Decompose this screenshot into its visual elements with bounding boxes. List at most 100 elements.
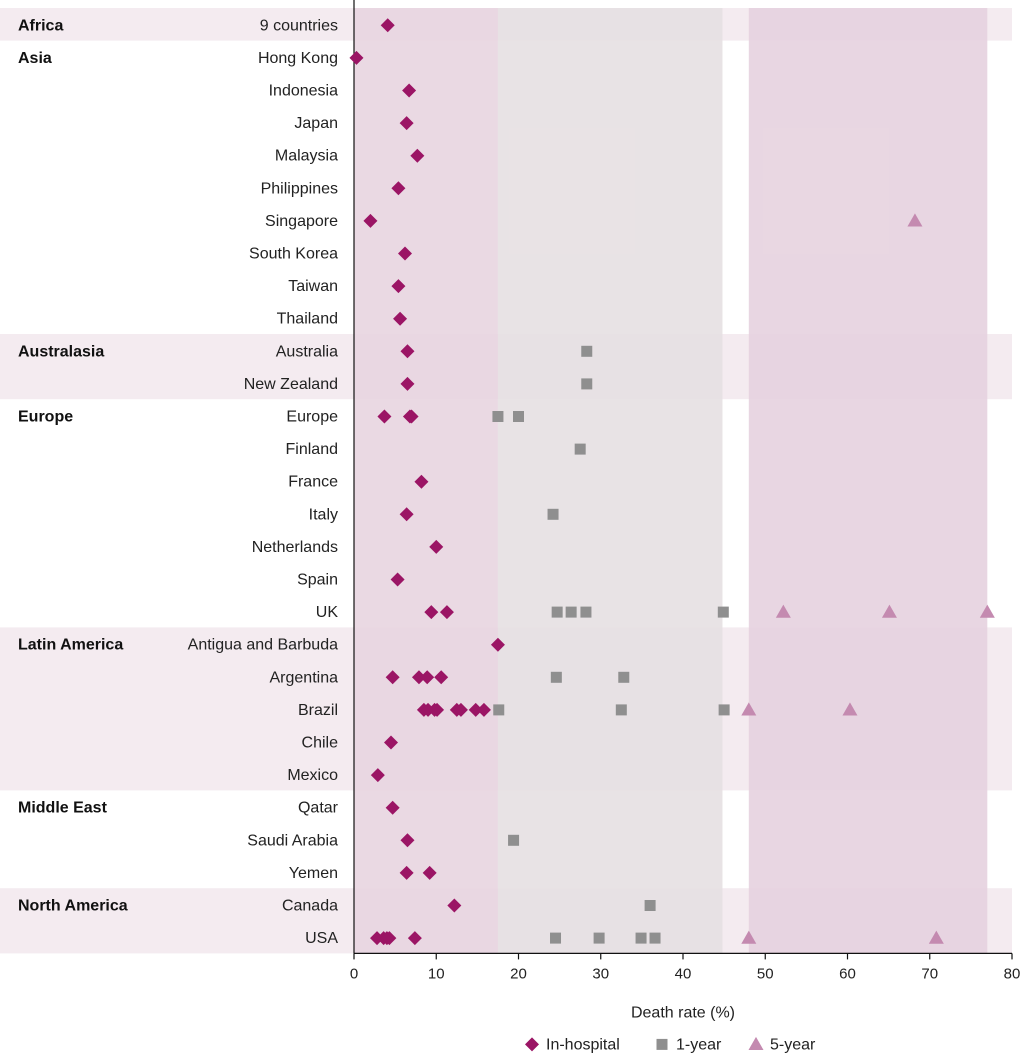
period-bands [354, 8, 988, 954]
x-tick-label-80: 80 [1004, 965, 1021, 982]
country-label-new-zealand: New Zealand [244, 376, 338, 393]
point-1-year-europe-0 [492, 411, 504, 422]
row-labels: Africa 9 countries Asia Hong Kong Indonesia J… [18, 17, 339, 947]
point-in-hospital-brazil-6 [468, 702, 483, 717]
region-label-asia: Asia [18, 50, 52, 67]
point-1-year-uk-0 [551, 606, 563, 618]
point-in-hospital-italy-0 [399, 507, 414, 522]
legend-item-5-year: 5-year [748, 1036, 816, 1053]
point-in-hospital-hong-kong-0 [349, 50, 364, 65]
point-1-year-usa-1 [593, 932, 605, 944]
country-label-yemen: Yemen [289, 865, 338, 882]
point-in-hospital-argentina-1 [411, 670, 426, 685]
point-1-year-argentina-1 [618, 671, 630, 683]
region-label-australasia: Australasia [18, 343, 104, 360]
point-1-year-uk-2 [580, 606, 592, 618]
legend-item-1-year: 1-year [656, 1036, 722, 1053]
x-axis-title: Death rate (%) [631, 1004, 735, 1021]
country-label-mexico: Mexico [287, 767, 338, 784]
country-label-brazil: Brazil [298, 702, 338, 719]
country-label-spain: Spain [297, 572, 338, 589]
country-label-europe: Europe [286, 409, 338, 426]
country-label-japan: Japan [294, 115, 338, 132]
point-in-hospital-argentina-0 [385, 670, 400, 685]
point-5-year-brazil-1 [842, 702, 858, 716]
point-1-year-usa-2 [635, 932, 647, 944]
country-label-canada: Canada [282, 898, 338, 915]
legend-item-in-hospital: In-hospital [525, 1036, 620, 1053]
point-in-hospital-spain-0 [390, 572, 405, 587]
country-label-finland: Finland [286, 441, 338, 458]
legend-marker-5-year [748, 1036, 764, 1051]
point-1-year-brazil-1 [615, 704, 627, 716]
point-1-year-brazil-2 [718, 704, 730, 716]
point-in-hospital-europe-2 [404, 409, 419, 424]
point-in-hospital-thailand-0 [393, 311, 408, 326]
country-label-9-countries: 9 countries [260, 17, 338, 34]
point-in-hospital-indonesia-0 [402, 83, 417, 98]
point-in-hospital-yemen-1 [422, 865, 437, 880]
point-1-year-usa-0 [550, 932, 562, 944]
point-1-year-europe-1 [513, 411, 524, 422]
point-1-year-new-zealand-0 [581, 378, 593, 390]
country-label-uk: UK [316, 604, 339, 621]
x-tick-label-50: 50 [757, 965, 774, 982]
point-1-year-finland-0 [574, 443, 586, 455]
legend-label-in-hospital: In-hospital [546, 1036, 620, 1053]
country-label-netherlands: Netherlands [252, 539, 338, 556]
point-1-year-usa-3 [649, 932, 661, 944]
x-tick-label-20: 20 [510, 965, 527, 982]
x-tick-label-70: 70 [921, 965, 938, 982]
country-label-australia: Australia [276, 343, 338, 360]
point-1-year-saudi-arabia-0 [508, 834, 520, 846]
point-in-hospital-yemen-0 [399, 865, 414, 880]
point-in-hospital-europe-0 [377, 409, 392, 424]
country-label-france: France [288, 474, 338, 491]
country-label-qatar: Qatar [298, 800, 339, 817]
country-label-usa: USA [305, 930, 338, 947]
point-in-hospital-japan-0 [399, 116, 414, 131]
point-in-hospital-australia-0 [400, 344, 415, 359]
point-1-year-argentina-0 [550, 671, 562, 683]
point-in-hospital-malaysia-0 [410, 148, 425, 163]
point-in-hospital-canada-0 [447, 898, 462, 913]
country-label-antigua-and-barbuda: Antigua and Barbuda [188, 637, 338, 654]
band-5-year [748, 8, 988, 954]
x-tick-label-0: 0 [350, 965, 358, 982]
point-in-hospital-france-0 [414, 474, 429, 489]
point-in-hospital-argentina-2 [420, 670, 435, 685]
point-in-hospital-taiwan-0 [391, 279, 406, 294]
point-in-hospital-usa-3 [382, 931, 397, 946]
point-in-hospital-usa-4 [407, 931, 422, 946]
band-1-year [497, 8, 723, 954]
point-in-hospital-new-zealand-0 [400, 376, 415, 391]
data-marks [349, 18, 995, 946]
x-tick-label-60: 60 [839, 965, 856, 982]
x-tick-label-10: 10 [428, 965, 445, 982]
country-label-taiwan: Taiwan [288, 278, 338, 295]
point-1-year-uk-3 [717, 606, 729, 618]
region-label-north-america: North America [18, 898, 128, 915]
point-in-hospital-antigua-and-barbuda-0 [490, 637, 505, 652]
region-label-europe: Europe [18, 409, 73, 426]
point-5-year-singapore-0 [907, 213, 923, 227]
legend-marker-in-hospital [525, 1037, 539, 1052]
point-5-year-uk-0 [775, 604, 791, 618]
point-in-hospital-mexico-0 [370, 768, 385, 783]
legend-marker-1-year [656, 1038, 668, 1050]
point-1-year-canada-0 [644, 900, 656, 911]
country-label-argentina: Argentina [270, 669, 339, 686]
country-label-hong-kong: Hong Kong [258, 50, 338, 67]
point-in-hospital-south-korea-0 [397, 246, 412, 261]
country-label-south-korea: South Korea [249, 246, 338, 263]
point-in-hospital-argentina-3 [434, 670, 449, 685]
point-5-year-uk-1 [881, 604, 897, 618]
point-in-hospital-saudi-arabia-0 [400, 833, 415, 848]
legend-label-5-year: 5-year [770, 1036, 816, 1053]
point-in-hospital-uk-1 [439, 605, 454, 620]
point-1-year-brazil-0 [493, 704, 505, 716]
x-tick-label-40: 40 [675, 965, 692, 982]
point-in-hospital-chile-0 [384, 735, 399, 750]
country-label-thailand: Thailand [277, 311, 338, 328]
